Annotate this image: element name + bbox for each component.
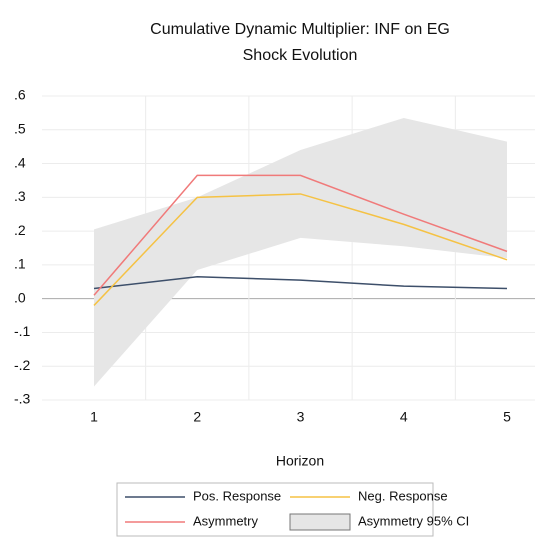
y-tick-label: -.1 <box>14 323 31 339</box>
series-line <box>93 193 508 306</box>
series-line <box>93 275 508 290</box>
y-tick-label: .1 <box>14 256 26 272</box>
x-tick-label: 3 <box>297 409 305 425</box>
x-tick-label: 1 <box>90 409 98 425</box>
ci-band <box>94 117 507 387</box>
y-tick-label: .5 <box>14 120 26 136</box>
y-tick-label: -.2 <box>14 357 31 373</box>
x-axis-label: Horizon <box>276 453 324 469</box>
legend-label: Pos. Response <box>193 488 281 503</box>
y-tick-label: .0 <box>14 289 26 305</box>
chart-title: Cumulative Dynamic Multiplier: INF on EG <box>150 21 450 38</box>
legend-swatch <box>289 513 351 531</box>
y-tick-label: .3 <box>14 188 26 204</box>
legend-label: Neg. Response <box>358 488 448 503</box>
chart-subtitle: Shock Evolution <box>243 47 358 64</box>
legend-label: Asymmetry 95% CI <box>358 513 469 528</box>
x-tick-label: 2 <box>193 409 201 425</box>
y-tick-label: -.3 <box>14 391 31 407</box>
x-tick-label: 4 <box>400 409 408 425</box>
x-tick-label: 5 <box>503 409 511 425</box>
legend-label: Asymmetry <box>193 513 259 528</box>
y-tick-label: .4 <box>14 154 26 170</box>
legend-box <box>116 482 434 537</box>
y-tick-label: .2 <box>14 222 26 238</box>
y-tick-label: .6 <box>14 87 26 103</box>
series-line <box>93 174 508 296</box>
